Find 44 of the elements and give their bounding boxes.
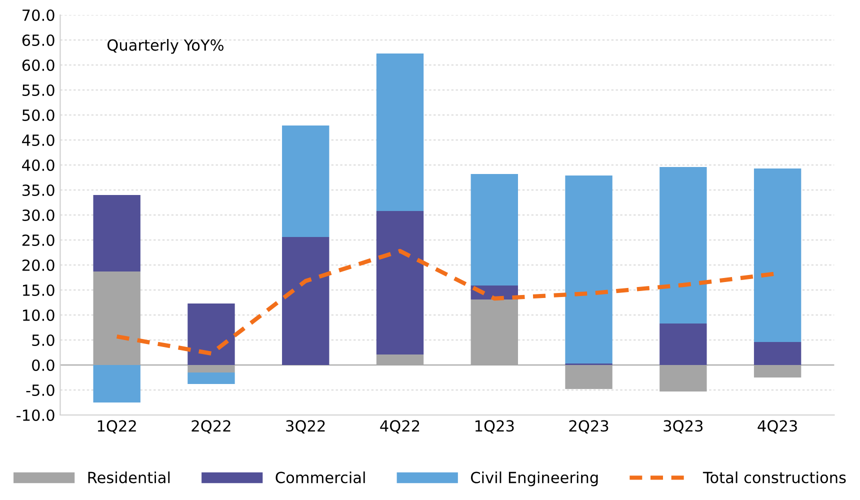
y-tick-label: 65.0: [22, 34, 54, 46]
y-tick-label: 5.0: [32, 334, 54, 346]
y-tick-label: 25.0: [22, 234, 54, 246]
legend-label: Commercial: [276, 471, 365, 484]
x-tick-label: 1Q22: [98, 420, 136, 434]
legend-label: Residential: [88, 471, 170, 484]
bar: [282, 126, 330, 237]
y-tick-label: 35.0: [22, 184, 54, 196]
bar: [660, 324, 707, 365]
y-tick-label: -10.0: [16, 409, 54, 422]
x-tick-label: 4Q22: [380, 420, 420, 434]
y-tick-label: 15.0: [23, 284, 54, 296]
legend-label: Total constructions: [702, 471, 846, 484]
y-tick-label: 40.0: [22, 159, 54, 172]
bar: [754, 168, 802, 342]
bar: [660, 167, 707, 324]
bar: [565, 176, 612, 364]
x-tick-label: 2Q22: [192, 420, 230, 434]
bar: [93, 195, 140, 272]
x-tick-label: 4Q23: [758, 420, 797, 434]
x-tick-label: 2Q23: [569, 420, 608, 434]
y-tick-label: 50.0: [22, 109, 54, 122]
y-tick-label: 70.0: [22, 9, 54, 22]
bar: [470, 174, 518, 286]
bar: [282, 237, 330, 365]
bar: [93, 365, 140, 402]
y-tick-label: 45.0: [22, 134, 54, 146]
y-tick-label: 30.0: [22, 209, 54, 222]
legend-label: Civil Engineering: [470, 471, 598, 486]
bar: [188, 304, 235, 365]
y-tick-label: -5.0: [26, 384, 54, 396]
y-tick-label: 55.0: [22, 84, 54, 96]
y-tick-label: 20.0: [22, 259, 54, 272]
y-tick-label: 0.0: [32, 359, 54, 372]
bar: [188, 372, 235, 384]
bar: [376, 54, 424, 211]
bar: [376, 211, 424, 354]
x-tick-label: 3Q23: [664, 420, 703, 434]
y-tick-label: 60.0: [22, 59, 54, 72]
annotation: Quarterly YoY%: [107, 39, 224, 54]
y-tick-label: 10.0: [23, 309, 54, 322]
x-tick-label: 1Q23: [475, 420, 514, 434]
bar: [754, 342, 802, 365]
x-tick-label: 3Q22: [286, 420, 325, 434]
